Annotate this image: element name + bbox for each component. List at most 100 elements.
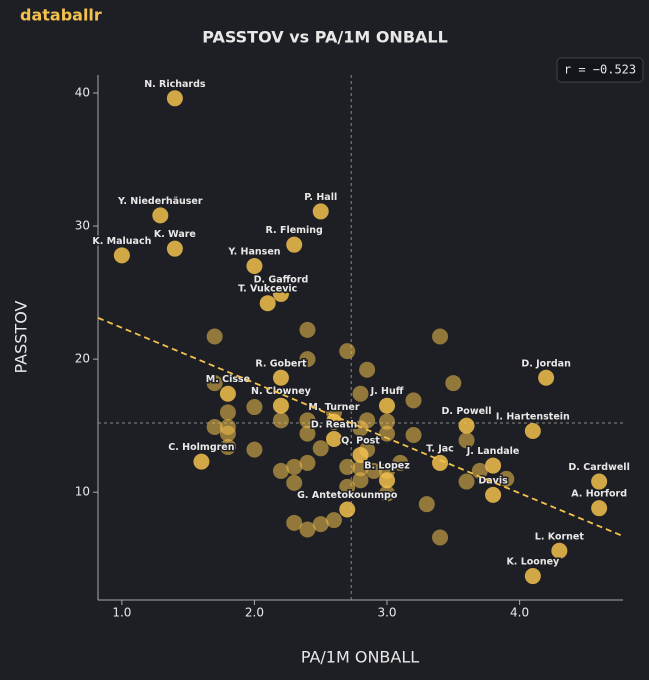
point-label: T. Jac: [426, 443, 454, 454]
point: [352, 460, 369, 477]
point: [379, 425, 396, 442]
point-label: M. Cisse: [206, 374, 250, 385]
point: [591, 473, 608, 490]
point-label: N. Clowney: [251, 386, 312, 397]
point: [471, 462, 488, 479]
point-label: Y. Niederhäuser: [117, 196, 203, 207]
point: [432, 454, 449, 471]
point: [312, 440, 329, 457]
point: [339, 478, 356, 495]
point: [312, 203, 329, 220]
y-tick-label: 10: [75, 485, 90, 499]
point: [458, 417, 475, 434]
x-axis-label: PA/1M ONBALL: [301, 648, 419, 667]
point: [432, 529, 449, 546]
point-label: K. Looney: [506, 557, 560, 568]
point: [286, 474, 303, 491]
point: [591, 500, 608, 517]
point: [498, 470, 515, 487]
point: [379, 413, 396, 430]
point-label: G. Antetokounmpo: [297, 490, 398, 501]
point-label: N. Richards: [144, 79, 206, 90]
point: [299, 321, 316, 338]
point: [272, 369, 289, 386]
point-label: R. Fleming: [266, 225, 323, 236]
point-label: D. Reath: [311, 419, 358, 430]
y-axis-label: PASSTOV: [12, 300, 31, 373]
point: [365, 462, 382, 479]
point: [418, 496, 435, 513]
point: [359, 441, 376, 458]
y-tick-label: 20: [75, 352, 90, 366]
point: [352, 385, 369, 402]
point-label: L. Kornet: [535, 531, 585, 542]
x-tick-label: 4.0: [510, 606, 529, 620]
point-label: K. Maluach: [92, 236, 151, 247]
point-label: K. Ware: [154, 229, 196, 240]
point-label: B. Lopez: [364, 461, 410, 472]
point-label: Q. Post: [341, 435, 380, 446]
point-label: Y. Hansen: [227, 246, 280, 257]
point-label: P. Hall: [304, 192, 337, 203]
point: [392, 454, 409, 471]
point: [339, 501, 356, 518]
x-tick-label: 3.0: [377, 606, 396, 620]
point-label: T. Vukcevic: [238, 284, 297, 295]
point: [379, 462, 396, 479]
point: [379, 397, 396, 414]
point: [286, 458, 303, 475]
y-tick-label: 40: [75, 85, 90, 99]
point-label: A. Horford: [571, 489, 627, 500]
point-label: D. Powell: [442, 406, 492, 417]
point: [432, 328, 449, 345]
brand: databallr: [20, 6, 102, 25]
point: [538, 369, 555, 386]
point: [352, 472, 369, 489]
annotation: r = −0.523: [564, 63, 636, 77]
point: [219, 425, 236, 442]
point-label: J. Huff: [370, 386, 404, 397]
point-label: D. Jordan: [521, 358, 571, 369]
point: [379, 485, 396, 502]
point: [312, 516, 329, 533]
point: [272, 397, 289, 414]
point: [524, 422, 541, 439]
chart-title: PASSTOV vs PA/1M ONBALL: [202, 28, 448, 47]
point: [339, 458, 356, 475]
point-label: R. Gobert: [255, 358, 307, 369]
point-label: D. Cardwell: [568, 462, 629, 473]
point: [325, 404, 342, 421]
point: [286, 514, 303, 531]
point: [299, 454, 316, 471]
point: [359, 361, 376, 378]
x-tick-label: 1.0: [112, 606, 131, 620]
point: [339, 343, 356, 360]
point: [458, 432, 475, 449]
point: [272, 462, 289, 479]
point-label: I. Hartenstein: [496, 411, 570, 422]
trend-line: [97, 317, 624, 537]
point-label: C. Holmgren: [168, 442, 234, 453]
point: [485, 486, 502, 503]
point: [405, 392, 422, 409]
point: [272, 412, 289, 429]
point: [405, 426, 422, 443]
point: [299, 412, 316, 429]
point: [286, 236, 303, 253]
point: [445, 375, 462, 392]
point: [219, 438, 236, 455]
point: [193, 453, 210, 470]
point: [166, 90, 183, 107]
point: [246, 441, 263, 458]
point: [246, 257, 263, 274]
point-label: Davis: [478, 475, 508, 486]
point: [113, 247, 130, 264]
point: [206, 418, 223, 435]
point-label: D. Gafford: [254, 274, 309, 285]
point: [259, 295, 276, 312]
point: [206, 375, 223, 392]
point: [152, 207, 169, 224]
